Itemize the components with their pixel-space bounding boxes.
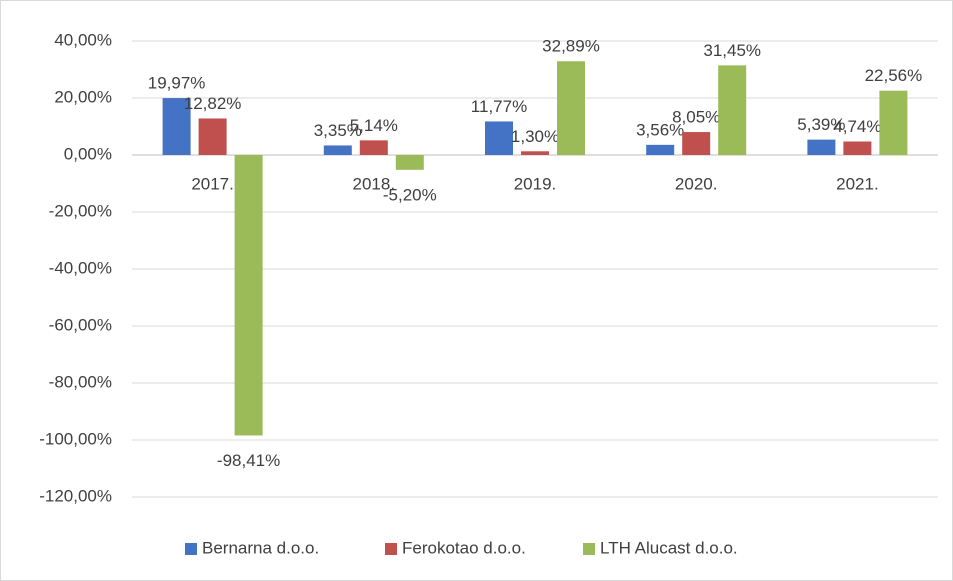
data-label: 1,30% — [511, 127, 559, 146]
data-label: 31,45% — [703, 41, 761, 60]
data-label: 3,56% — [636, 120, 684, 139]
bar — [682, 132, 711, 155]
y-tick-label: -40,00% — [49, 258, 112, 277]
data-label: 3,35% — [314, 121, 362, 140]
data-label: 5,39% — [797, 115, 845, 134]
y-tick-label: -60,00% — [49, 315, 112, 334]
x-tick-label: 2017. — [191, 174, 234, 193]
bar — [557, 61, 585, 155]
y-tick-label: 20,00% — [54, 87, 112, 106]
bar — [718, 65, 747, 155]
bar — [646, 144, 675, 155]
data-label: -98,41% — [217, 451, 280, 470]
bar — [395, 155, 424, 170]
data-label: -5,20% — [383, 185, 437, 204]
legend-label: Bernarna d.o.o. — [202, 538, 319, 557]
data-label: 19,97% — [148, 74, 206, 93]
y-tick-label: -80,00% — [49, 372, 112, 391]
data-label: 11,77% — [471, 97, 527, 116]
y-tick-label: -120,00% — [39, 486, 112, 505]
y-tick-label: 40,00% — [54, 30, 112, 49]
legend-swatch — [583, 543, 595, 555]
data-label: 4,74% — [833, 117, 881, 136]
x-tick-label: 2018. — [353, 174, 396, 193]
bar — [807, 139, 836, 155]
x-tick-label: 2020. — [675, 174, 718, 193]
data-label: 22,56% — [865, 66, 923, 85]
bar — [198, 118, 227, 155]
data-label: 8,05% — [672, 108, 720, 127]
data-label: 32,89% — [542, 37, 600, 56]
data-label: 12,82% — [184, 94, 242, 113]
data-label: 5,14% — [350, 116, 398, 135]
y-tick-label: 0,00% — [64, 144, 112, 163]
bar — [485, 121, 513, 155]
legend-swatch — [185, 543, 197, 555]
legend-swatch — [385, 543, 397, 555]
bar — [359, 140, 388, 155]
legend-label: LTH Alucast d.o.o. — [600, 538, 738, 557]
bar — [234, 155, 263, 436]
bar — [843, 141, 872, 155]
x-tick-label: 2021. — [836, 174, 879, 193]
bar — [162, 98, 191, 155]
legend-label: Ferokotao d.o.o. — [402, 538, 526, 557]
bar — [521, 151, 549, 155]
y-tick-label: -20,00% — [49, 201, 112, 220]
bar — [323, 145, 352, 155]
bar — [879, 90, 908, 155]
x-tick-label: 2019. — [514, 174, 557, 193]
y-tick-label: -100,00% — [39, 429, 112, 448]
